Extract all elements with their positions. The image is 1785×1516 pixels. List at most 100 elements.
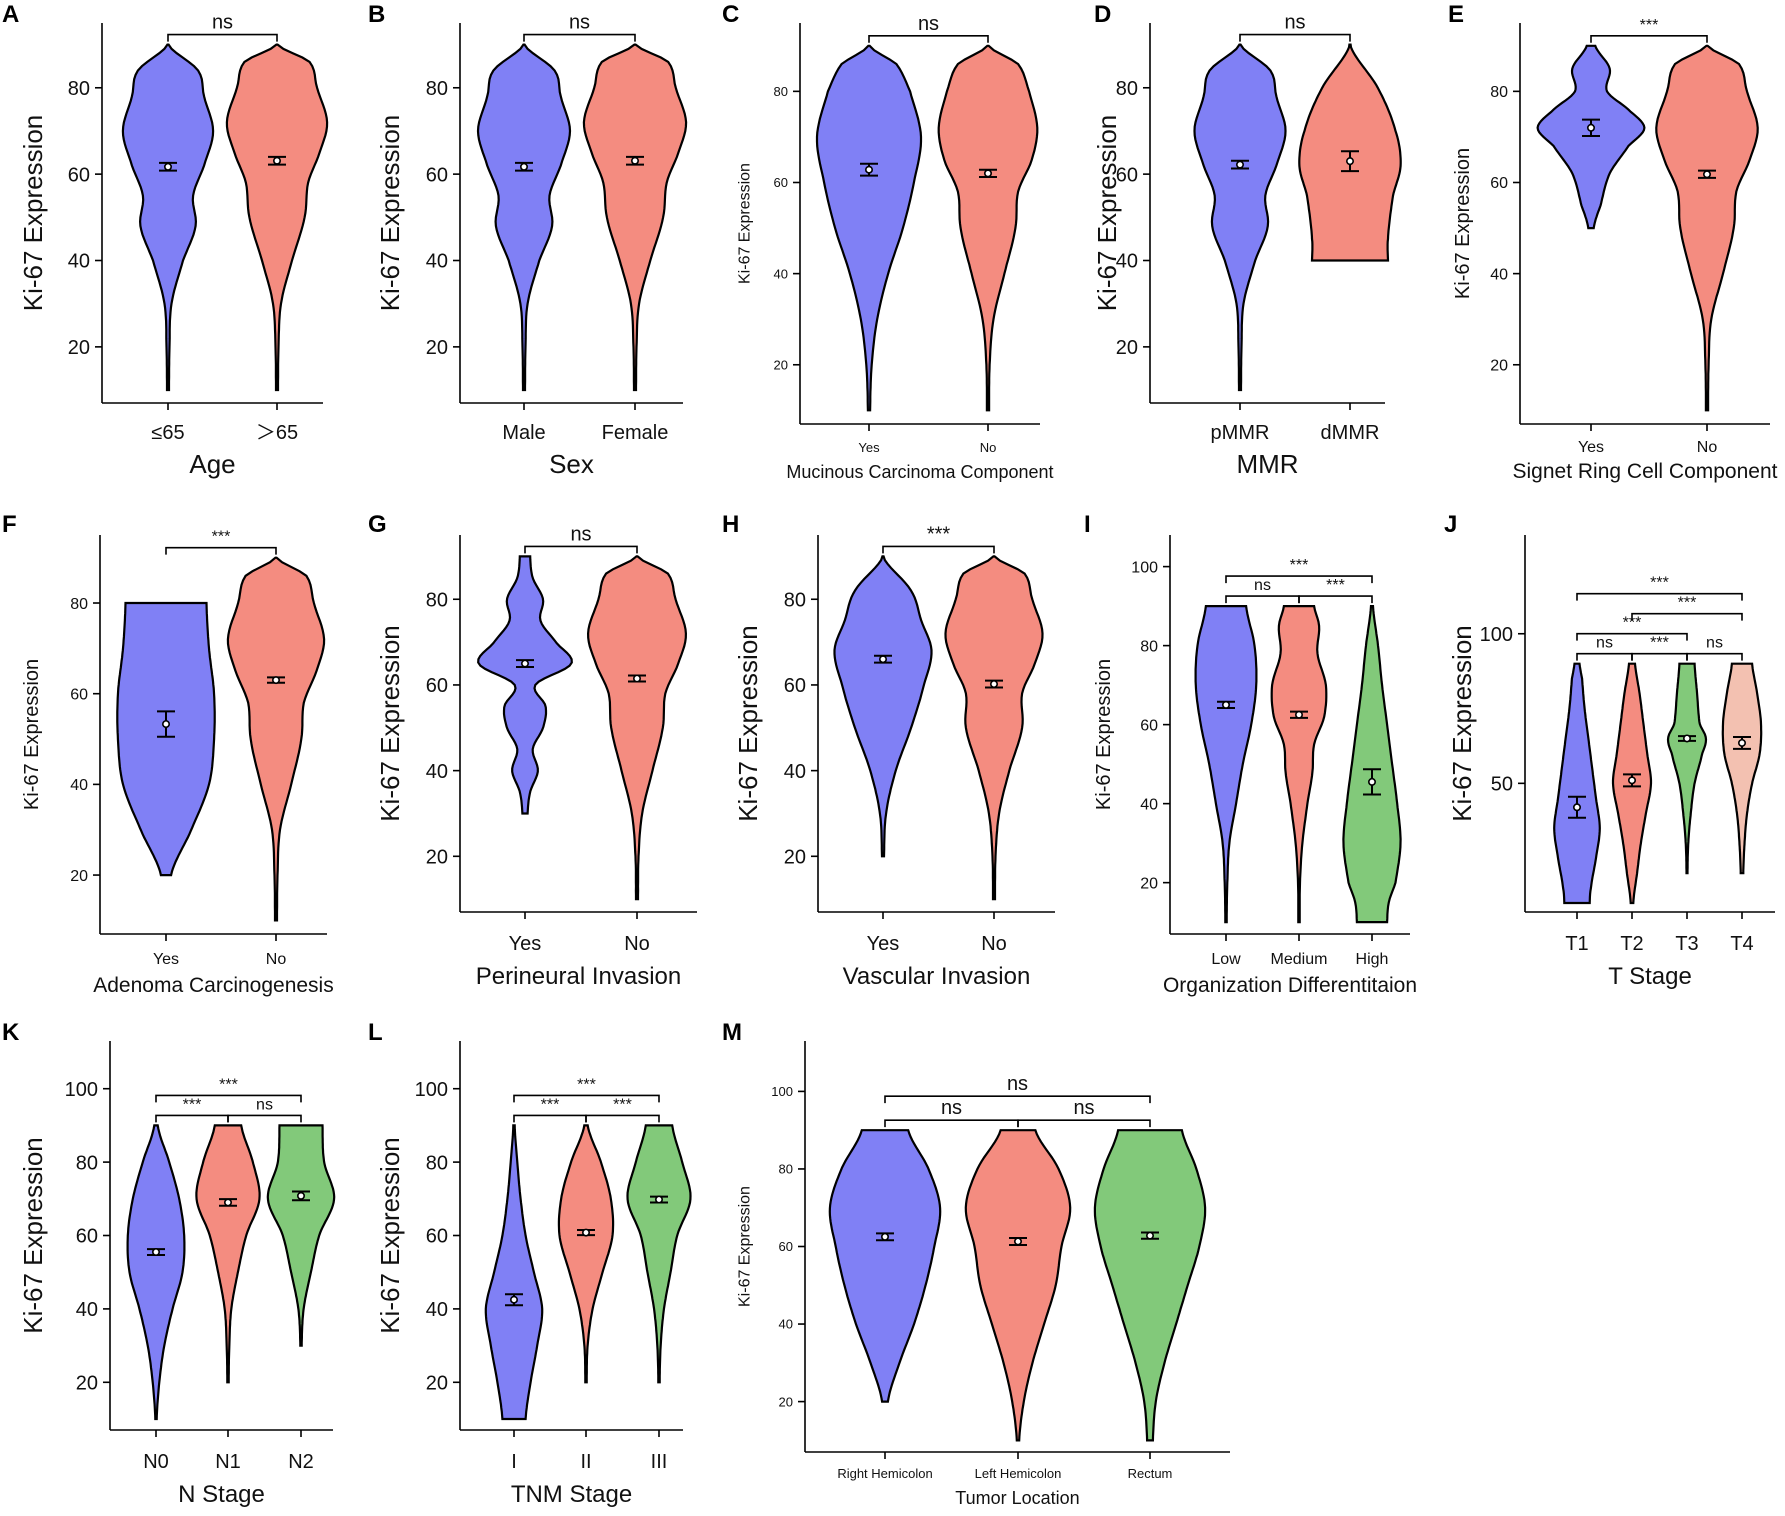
x-tick-label: Medium — [1271, 951, 1328, 968]
y-tick-label: 100 — [771, 1084, 793, 1099]
x-tick-label: No — [266, 951, 287, 968]
x-tick-label: I — [511, 1451, 517, 1473]
mean-point — [880, 1232, 889, 1241]
significance-bracket — [1576, 652, 1633, 661]
mean-point — [1628, 776, 1637, 785]
y-tick-label: 60 — [784, 675, 806, 697]
x-tick-label: ＞65 — [256, 422, 298, 444]
x-tick-label: dMMR — [1321, 422, 1380, 444]
violin-l-1 — [557, 1124, 615, 1384]
y-tick-label: 40 — [70, 777, 88, 794]
panel-m: M 20 40 60 80 100 Ki-67 Expression Right Hemico… — [722, 1019, 1230, 1508]
significance-bracket — [868, 34, 989, 43]
x-tick-label: Yes — [858, 440, 880, 455]
y-tick-label: 40 — [784, 761, 806, 783]
x-axis-title: Age — [189, 449, 235, 479]
mean-point — [1738, 738, 1747, 747]
violin-m-2 — [1093, 1129, 1207, 1442]
mean-point — [152, 1248, 161, 1257]
y-axis-title: Ki-67 Expression — [18, 1137, 48, 1334]
mean-point — [864, 165, 873, 174]
panel-letter: I — [1084, 511, 1091, 538]
mean-point — [1573, 803, 1582, 812]
y-tick-label: 20 — [1140, 875, 1158, 892]
y-tick-label: 20 — [784, 847, 806, 869]
y-tick-label: 50 — [1491, 774, 1513, 796]
violin-k-2 — [266, 1124, 336, 1347]
violin-l-2 — [626, 1124, 692, 1384]
significance-bracket — [1686, 652, 1743, 661]
significance-label: ns — [569, 12, 590, 34]
y-tick-label: 20 — [68, 337, 90, 359]
significance-label: ns — [1254, 577, 1271, 594]
significance-bracket — [1239, 33, 1351, 42]
panel-letter: J — [1444, 511, 1457, 538]
x-tick-label: II — [580, 1451, 591, 1473]
y-tick-label: 80 — [76, 1152, 98, 1174]
mean-point — [164, 162, 173, 171]
significance-bracket — [882, 545, 995, 554]
y-axis-title: Ki-67 Expression — [375, 115, 405, 312]
panel-i: I 20 40 60 80 100 Ki-67 Expression Low Medium Hig… — [1084, 511, 1417, 997]
y-tick-label: 60 — [68, 164, 90, 186]
x-tick-label: N2 — [288, 1451, 314, 1473]
significance-bracket — [884, 1095, 1151, 1104]
x-tick-label: pMMR — [1211, 422, 1270, 444]
panel-f: F 20 40 60 80 Ki-67 Expression Yes No Adenoma Ca… — [2, 511, 334, 997]
y-tick-label: 60 — [70, 686, 88, 703]
x-tick-label: T2 — [1620, 933, 1643, 955]
violin-m-0 — [828, 1129, 942, 1403]
y-tick-label: 100 — [65, 1079, 98, 1101]
x-tick-label: N1 — [215, 1451, 241, 1473]
x-tick-label: Yes — [509, 933, 542, 955]
significance-label: ns — [941, 1097, 962, 1119]
y-axis-title: Ki-67 Expression — [737, 1186, 754, 1307]
significance-label: ns — [1706, 635, 1723, 652]
x-tick-label: N0 — [143, 1451, 169, 1473]
x-axis-title: Sex — [549, 449, 594, 479]
significance-label: *** — [613, 1096, 632, 1113]
mean-point — [1013, 1237, 1022, 1246]
y-tick-label: 60 — [1490, 175, 1508, 192]
mean-point — [1346, 157, 1355, 166]
mean-point — [1703, 170, 1712, 179]
violin-k-1 — [195, 1124, 261, 1384]
mean-point — [1222, 700, 1231, 709]
panel-d: D 20 40 60 80 Ki-67 Expression pMMR dMMR MMR ns — [1092, 1, 1402, 479]
x-tick-label: No — [1697, 439, 1718, 456]
panel-letter: K — [2, 1019, 20, 1046]
y-tick-label: 80 — [774, 84, 788, 99]
violin-h-1 — [944, 555, 1044, 901]
y-tick-label: 40 — [1116, 251, 1138, 273]
violin-e-1 — [1655, 44, 1759, 412]
y-tick-label: 80 — [70, 596, 88, 613]
x-tick-label: T4 — [1730, 933, 1753, 955]
y-tick-label: 100 — [1131, 559, 1158, 576]
significance-label: *** — [1650, 575, 1669, 592]
violin-b-1 — [582, 43, 688, 392]
y-tick-label: 40 — [426, 251, 448, 273]
x-tick-label: No — [981, 933, 1007, 955]
significance-bracket — [227, 1114, 302, 1123]
mean-point — [224, 1198, 233, 1207]
violin-f-1 — [226, 556, 326, 922]
mean-point — [520, 659, 529, 668]
y-axis-title: Ki-67 Expression — [737, 163, 754, 284]
y-axis-title: Ki-67 Expression — [18, 115, 48, 312]
violin-b-0 — [476, 43, 572, 392]
significance-bracket — [165, 546, 277, 555]
y-tick-label: 40 — [426, 1299, 448, 1321]
violin-i-0 — [1194, 605, 1258, 924]
violin-j-0 — [1553, 662, 1601, 905]
x-tick-label: Female — [602, 422, 669, 444]
significance-label: *** — [219, 1076, 238, 1093]
significance-label: ns — [570, 523, 591, 545]
x-axis-title: TNM Stage — [511, 1481, 632, 1508]
panel-c: C 20 40 60 80 Ki-67 Expression Yes No Mucinous C… — [722, 1, 1054, 482]
significance-label: *** — [1678, 595, 1697, 612]
y-tick-label: 60 — [426, 164, 448, 186]
violin-l-0 — [484, 1124, 544, 1421]
significance-bracket — [513, 1094, 660, 1103]
mean-point — [632, 674, 641, 683]
